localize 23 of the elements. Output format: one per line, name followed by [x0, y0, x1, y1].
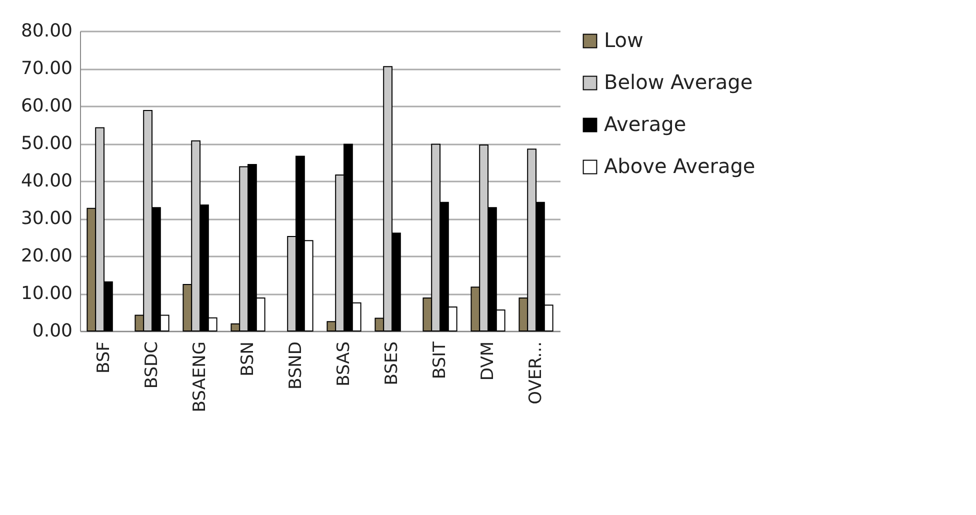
- y-tick-label: 60.00: [20, 96, 72, 116]
- x-tick-label: OVER...: [526, 342, 546, 404]
- x-tick-label: BSN: [238, 342, 258, 376]
- x-tick-label: BSES: [382, 342, 402, 386]
- y-tick-label: 10.00: [20, 283, 72, 304]
- x-tick-label: BSND: [286, 342, 306, 390]
- x-tick-label: DVM: [478, 342, 498, 381]
- y-tick-label: 40.00: [20, 170, 72, 192]
- x-tick-label: BSIT: [430, 340, 450, 380]
- legend-label: Average: [604, 112, 686, 136]
- y-tick-label: 50.00: [20, 133, 72, 154]
- legend-label: Below Average: [604, 70, 753, 94]
- x-tick-label: BSAS: [334, 342, 354, 386]
- legend-label: Low: [604, 28, 644, 52]
- y-tick-label: 0.00: [32, 320, 72, 342]
- legend-label: Above Average: [604, 154, 756, 178]
- y-tick-label: 80.00: [20, 20, 72, 42]
- x-tick-label: BSDC: [142, 342, 162, 389]
- y-tick-label: 30.00: [20, 208, 72, 229]
- y-tick-label: 20.00: [20, 246, 72, 266]
- y-tick-label: 70.00: [20, 58, 72, 79]
- x-tick-label: BSF: [94, 342, 114, 374]
- x-tick-label: BSAENG: [190, 342, 210, 412]
